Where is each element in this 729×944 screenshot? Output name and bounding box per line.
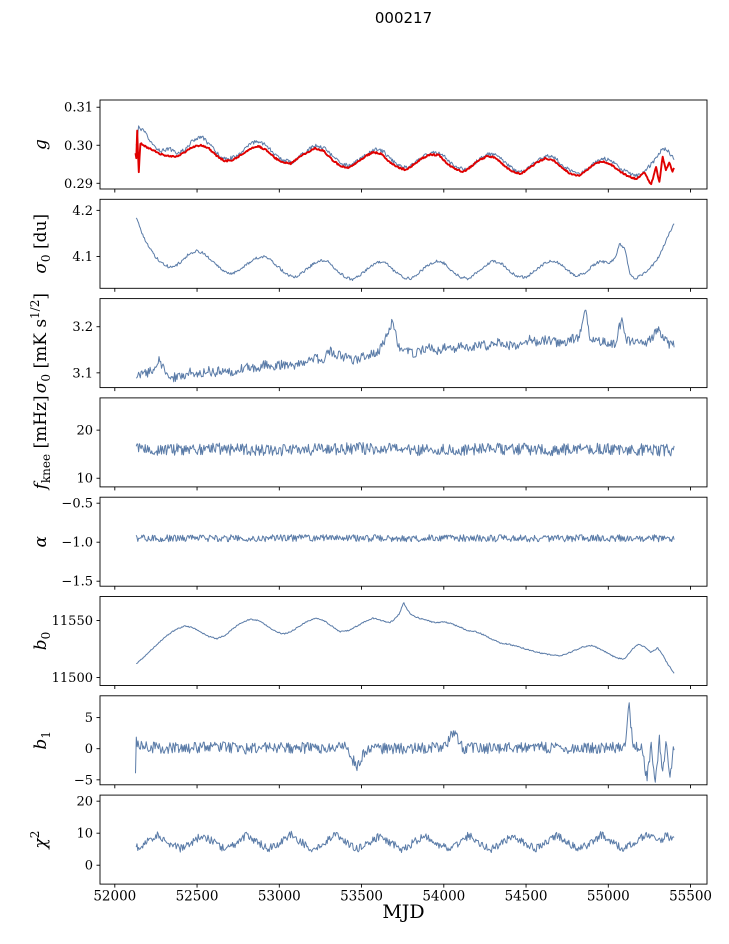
axes-spines-fknee <box>99 397 708 488</box>
y-tick-label: 4.1 <box>72 250 93 265</box>
y-tick-label: 20 <box>76 795 93 810</box>
series-line-g-fit <box>134 129 675 186</box>
y-tick-label: −0.5 <box>61 497 93 512</box>
series-line-b0 <box>136 602 675 674</box>
y-tick-label: 0 <box>85 742 93 757</box>
y-tick-label: 5 <box>85 711 93 726</box>
y-tick-label: 4.2 <box>72 204 93 219</box>
series-line-sigma0-mk <box>135 309 675 383</box>
series-line-fknee <box>135 442 675 457</box>
subplot-chi2 <box>135 830 675 853</box>
axes-spines-alpha <box>99 496 708 587</box>
axes-spines-sigma0-du <box>99 198 708 289</box>
subplot-b1 <box>135 702 675 783</box>
series-line-sigma0-du <box>135 217 675 281</box>
series-line-alpha <box>135 534 675 543</box>
y-tick-label: 0.29 <box>64 177 93 192</box>
figure-title: 000217 <box>374 9 433 27</box>
y-axis-label-alpha: α <box>31 535 51 547</box>
subplot-sigma0-mk <box>135 309 675 383</box>
y-tick-label: 10 <box>76 827 93 842</box>
x-tick-label: 52000 <box>93 889 136 905</box>
x-tick-label: 53000 <box>258 889 301 905</box>
x-axis-title: MJD <box>382 901 425 923</box>
y-tick-label: −1.5 <box>61 575 93 590</box>
subplot-alpha <box>135 534 675 543</box>
y-tick-label: −5 <box>74 773 93 788</box>
y-tick-label: 3.2 <box>72 320 93 335</box>
y-axis-label-sigma0-mk: σ0 [mK s1/2] <box>28 293 53 393</box>
y-tick-label: 11550 <box>52 614 93 629</box>
axes-spines-b0 <box>99 596 708 686</box>
y-axis-label-g: g <box>31 139 51 150</box>
y-tick-label: 0.30 <box>64 139 93 154</box>
axes-spines-b1 <box>99 695 708 786</box>
y-tick-label: −1.0 <box>61 536 93 551</box>
subplot-sigma0-du <box>135 217 675 281</box>
x-tick-label: 53500 <box>340 889 383 905</box>
y-tick-label: 20 <box>76 424 93 439</box>
y-axis-label-b1: b1 <box>31 731 53 750</box>
axes-spines-chi2 <box>99 794 708 885</box>
subplot-g <box>134 125 675 186</box>
subplot-b0 <box>136 602 675 674</box>
y-axis-label-chi2: χ2 <box>28 831 51 850</box>
series-line-chi2 <box>135 830 675 853</box>
y-axis-label-sigma0-du: σ0 [du] <box>31 214 53 274</box>
y-axis-label-fknee: fknee [mHz] <box>31 395 53 491</box>
y-tick-label: 0.31 <box>64 101 93 116</box>
y-tick-label: 11500 <box>52 671 93 686</box>
y-axis-label-b0: b0 <box>31 632 53 651</box>
y-tick-label: 10 <box>76 472 93 487</box>
axes-spines-sigma0-mk <box>99 298 708 389</box>
x-tick-label: 55500 <box>669 889 712 905</box>
subplot-fknee <box>135 442 675 457</box>
x-tick-label: 54500 <box>505 889 548 905</box>
x-tick-label: 55000 <box>587 889 630 905</box>
axes-spines-g <box>99 99 708 190</box>
x-tick-label: 54000 <box>422 889 465 905</box>
y-tick-label: 0 <box>85 859 93 874</box>
series-line-b1 <box>135 702 675 783</box>
x-tick-label: 52500 <box>176 889 219 905</box>
y-tick-label: 3.1 <box>72 366 93 381</box>
